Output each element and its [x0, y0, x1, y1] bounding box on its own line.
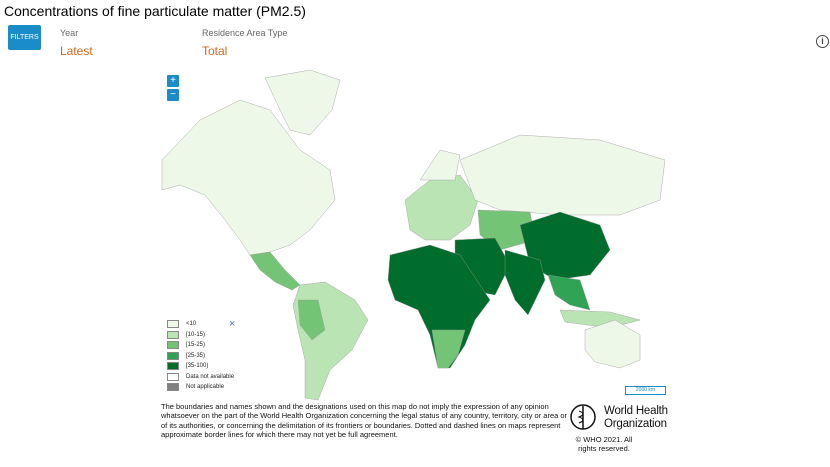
- filter-value[interactable]: Latest: [60, 44, 93, 58]
- legend-label: [25-35): [186, 352, 206, 359]
- disclaimer: The boundaries and names shown and the d…: [161, 402, 568, 439]
- legend-label: Not applicable: [186, 384, 225, 391]
- southeast-asia: [547, 274, 591, 311]
- australia: [584, 319, 641, 369]
- russia: [459, 134, 666, 216]
- africa: [387, 244, 491, 369]
- europe: [404, 174, 479, 241]
- legend-swatch: [167, 351, 179, 360]
- legend-label: [35-100): [186, 363, 209, 370]
- greenland: [264, 69, 341, 136]
- filters-button[interactable]: FILTERS: [8, 25, 41, 50]
- legend-item: [15-25): [167, 340, 234, 351]
- central-america: [249, 251, 301, 291]
- legend-label: [10-15): [186, 331, 206, 338]
- legend-item: <10: [167, 319, 234, 330]
- north-america: [161, 99, 336, 256]
- title: Concentrations of fine particulate matte…: [4, 3, 306, 19]
- legend: <10 [10-15) [15-25) [25-35) [35-100) Data not…: [167, 319, 234, 393]
- map-shapes: [161, 69, 666, 401]
- legend-swatch: [167, 372, 179, 381]
- copyright: © WHO 2021. All rights reserved.: [575, 435, 633, 453]
- filter-value[interactable]: Total: [202, 44, 228, 58]
- legend-swatch: [167, 383, 179, 392]
- logo-text: World Health: [604, 405, 668, 417]
- legend-item: [35-100): [167, 361, 234, 372]
- scandinavia: [419, 149, 461, 181]
- legend-close[interactable]: ×: [229, 318, 236, 330]
- who-emblem: [570, 404, 596, 430]
- legend-label: [15-25): [186, 342, 206, 349]
- zoom-out[interactable]: −: [167, 89, 179, 101]
- zoom-in[interactable]: +: [167, 75, 179, 87]
- southern-africa: [431, 329, 466, 369]
- legend-swatch: [167, 341, 179, 350]
- legend-swatch: [167, 330, 179, 339]
- filter-label: Residence Area Type: [202, 28, 288, 38]
- legend-item: Not applicable: [167, 382, 234, 393]
- scale-bar: 2000 km: [625, 386, 666, 395]
- legend-label: <10: [186, 321, 197, 328]
- legend-swatch: [167, 320, 179, 329]
- south-america: [292, 281, 369, 401]
- south-america-west: [297, 299, 326, 341]
- filter-label: Year: [60, 28, 79, 38]
- legend-label: Data not available: [186, 373, 235, 380]
- india: [504, 249, 546, 316]
- info-icon[interactable]: i: [816, 35, 829, 48]
- legend-item: Data not available: [167, 372, 234, 383]
- legend-item: [10-15): [167, 330, 234, 341]
- legend-swatch: [167, 362, 179, 371]
- logo-text: Organization: [604, 418, 667, 430]
- legend-item: [25-35): [167, 351, 234, 362]
